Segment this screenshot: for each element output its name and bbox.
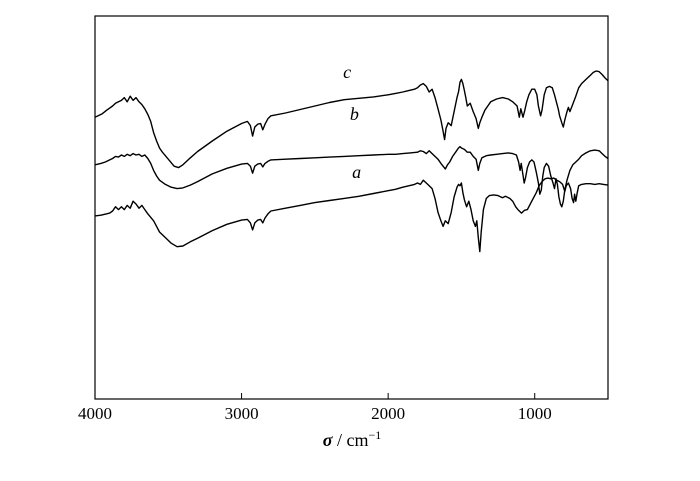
x-axis-title: σ / cm−1 xyxy=(323,428,382,450)
spectrum-curve-a xyxy=(94,177,609,253)
x-tick-label: 1000 xyxy=(518,404,552,423)
x-tick-label: 2000 xyxy=(371,404,405,423)
x-tick-label: 3000 xyxy=(225,404,259,423)
spectrum-curve-c xyxy=(94,70,609,169)
curve-label-b: b xyxy=(350,104,359,124)
x-tick-label: 4000 xyxy=(78,404,112,423)
x-axis-separator: / xyxy=(332,430,346,450)
curve-label-c: c xyxy=(343,62,351,82)
x-axis-unit-exponent: −1 xyxy=(368,428,381,442)
spectra-curves xyxy=(94,70,609,253)
x-axis-symbol: σ xyxy=(323,430,334,450)
curve-labels: c b a xyxy=(343,62,361,182)
spectrum-curve-b xyxy=(94,145,609,208)
plot-frame xyxy=(94,15,609,400)
x-axis-unit: cm xyxy=(346,430,368,450)
x-axis-ticks: 4000 3000 2000 1000 xyxy=(78,393,552,423)
curve-label-a: a xyxy=(352,162,361,182)
